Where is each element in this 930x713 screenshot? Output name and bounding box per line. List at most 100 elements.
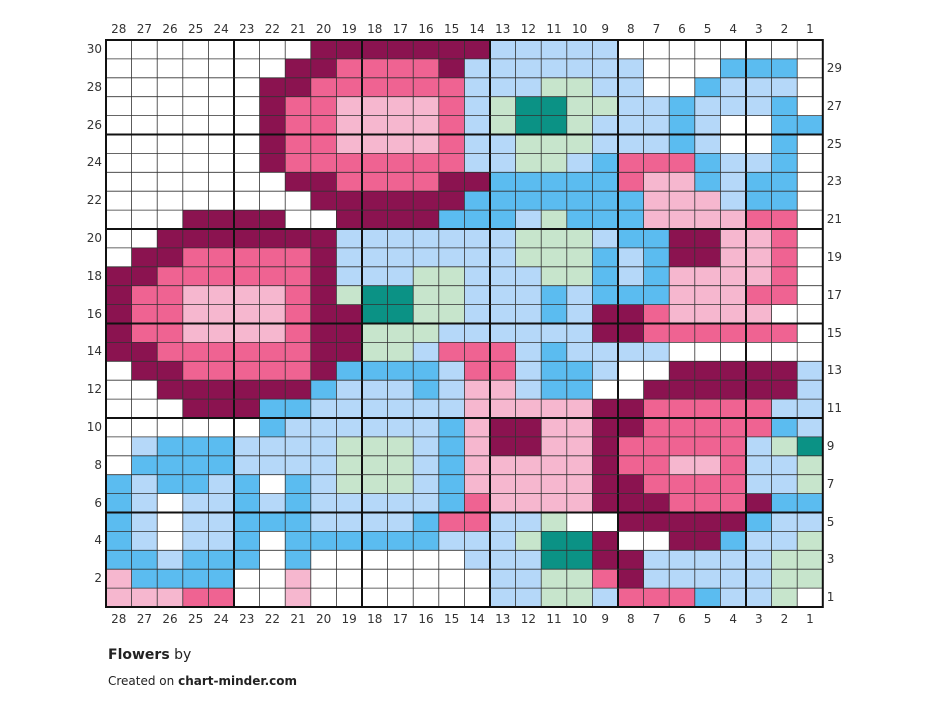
cell-row19-col16 bbox=[413, 247, 439, 267]
cell-row17-col10 bbox=[566, 285, 593, 305]
cell-row26-col5 bbox=[694, 115, 721, 135]
cell-row11-col20 bbox=[310, 399, 337, 418]
cell-row18-col2 bbox=[771, 266, 798, 286]
cell-row17-col21 bbox=[285, 285, 311, 305]
cell-row6-col13 bbox=[490, 493, 516, 513]
cell-row18-col17 bbox=[387, 266, 414, 286]
cell-row3-col1 bbox=[797, 550, 823, 570]
cell-row15-col22 bbox=[259, 323, 286, 343]
bottom-label-col-18: 18 bbox=[367, 612, 383, 626]
cell-row24-col24 bbox=[208, 153, 234, 173]
cell-row27-col26 bbox=[157, 96, 183, 116]
cell-row7-col17 bbox=[387, 474, 414, 494]
cell-row6-col14 bbox=[464, 493, 490, 513]
cell-row15-col27 bbox=[131, 323, 158, 343]
top-label-col-13: 13 bbox=[495, 22, 511, 36]
cell-row21-col5 bbox=[694, 210, 721, 229]
cell-row1-col3 bbox=[746, 588, 772, 607]
cell-row13-col8 bbox=[618, 361, 644, 381]
cell-row25-col7 bbox=[643, 134, 670, 154]
cell-row1-col1 bbox=[797, 588, 823, 607]
cell-row14-col11 bbox=[541, 342, 567, 362]
row-label-right-19: 19 bbox=[826, 249, 843, 264]
cell-row20-col6 bbox=[669, 229, 695, 248]
cell-row7-col1 bbox=[797, 474, 823, 494]
cell-row3-col6 bbox=[669, 550, 695, 570]
row-label-left-2: 2 bbox=[94, 571, 102, 586]
cell-row16-col23 bbox=[234, 304, 260, 324]
cell-row20-col8 bbox=[618, 229, 644, 248]
cell-row7-col28 bbox=[106, 474, 132, 494]
cell-row26-col9 bbox=[592, 115, 618, 135]
cell-row28-col18 bbox=[362, 77, 388, 97]
cell-row8-col20 bbox=[310, 455, 337, 475]
cell-row4-col23 bbox=[234, 531, 260, 551]
cell-row2-col14 bbox=[464, 569, 490, 589]
cell-row19-col9 bbox=[592, 247, 618, 267]
cell-row30-col11 bbox=[541, 40, 567, 59]
cell-row8-col12 bbox=[515, 455, 542, 475]
cell-row19-col28 bbox=[106, 247, 132, 267]
cell-row18-col4 bbox=[720, 266, 746, 286]
cell-row24-col28 bbox=[106, 153, 132, 173]
cell-row25-col21 bbox=[285, 134, 311, 154]
cell-row4-col11 bbox=[541, 531, 567, 551]
cell-row4-col26 bbox=[157, 531, 183, 551]
cell-row25-col2 bbox=[771, 134, 798, 154]
cell-row22-col8 bbox=[618, 191, 644, 211]
cell-row6-col4 bbox=[720, 493, 746, 513]
cell-row17-col11 bbox=[541, 285, 567, 305]
cell-row26-col13 bbox=[490, 115, 516, 135]
bottom-label-col-15: 15 bbox=[443, 612, 460, 626]
row-label-right-17: 17 bbox=[826, 287, 843, 302]
cell-row3-col14 bbox=[464, 550, 490, 570]
cell-row17-col3 bbox=[746, 285, 772, 305]
cell-row26-col23 bbox=[234, 115, 260, 135]
cell-row26-col19 bbox=[336, 115, 362, 135]
cell-row10-col26 bbox=[157, 418, 183, 437]
cell-row13-col10 bbox=[566, 361, 593, 381]
cell-row5-col28 bbox=[106, 512, 132, 532]
cell-row3-col16 bbox=[413, 550, 439, 570]
cell-row26-col24 bbox=[208, 115, 234, 135]
cell-row22-col16 bbox=[413, 191, 439, 211]
cell-row15-col26 bbox=[157, 323, 183, 343]
cell-row3-col4 bbox=[720, 550, 746, 570]
cell-row9-col5 bbox=[694, 436, 721, 456]
bottom-label-col-10: 10 bbox=[571, 612, 588, 626]
cell-row5-col27 bbox=[131, 512, 158, 532]
cell-row16-col20 bbox=[310, 304, 337, 324]
cell-row22-col2 bbox=[771, 191, 798, 211]
cell-row29-col9 bbox=[592, 58, 618, 78]
row-label-left-10: 10 bbox=[86, 420, 102, 434]
cell-row17-col7 bbox=[643, 285, 670, 305]
cell-row30-col16 bbox=[413, 40, 439, 59]
top-label-col-14: 14 bbox=[469, 22, 485, 36]
cell-row6-col10 bbox=[566, 493, 593, 513]
cell-row29-col16 bbox=[413, 58, 439, 78]
cell-row1-col4 bbox=[720, 588, 746, 607]
credit-site-link[interactable]: chart-minder.com bbox=[178, 674, 297, 688]
cell-row13-col4 bbox=[720, 361, 746, 381]
cell-row4-col12 bbox=[515, 531, 542, 551]
cell-row16-col5 bbox=[694, 304, 721, 324]
top-label-col-19: 19 bbox=[341, 22, 357, 36]
top-label-col-3: 3 bbox=[754, 22, 763, 36]
cell-row12-col20 bbox=[310, 380, 337, 400]
cell-row9-col1 bbox=[797, 436, 823, 456]
top-label-col-25: 25 bbox=[187, 22, 204, 36]
cell-row22-col1 bbox=[797, 191, 823, 211]
cell-row13-col16 bbox=[413, 361, 439, 381]
cell-row6-col7 bbox=[643, 493, 670, 513]
cell-row24-col23 bbox=[234, 153, 260, 173]
cell-row3-col11 bbox=[541, 550, 567, 570]
bottom-label-col-21: 21 bbox=[290, 612, 306, 626]
cell-row14-col18 bbox=[362, 342, 388, 362]
cell-row7-col6 bbox=[669, 474, 695, 494]
cell-row20-col10 bbox=[566, 229, 593, 248]
cell-row28-col20 bbox=[310, 77, 337, 97]
cell-row7-col9 bbox=[592, 474, 618, 494]
cell-row27-col13 bbox=[490, 96, 516, 116]
cell-row26-col8 bbox=[618, 115, 644, 135]
cell-row30-col17 bbox=[387, 40, 414, 59]
